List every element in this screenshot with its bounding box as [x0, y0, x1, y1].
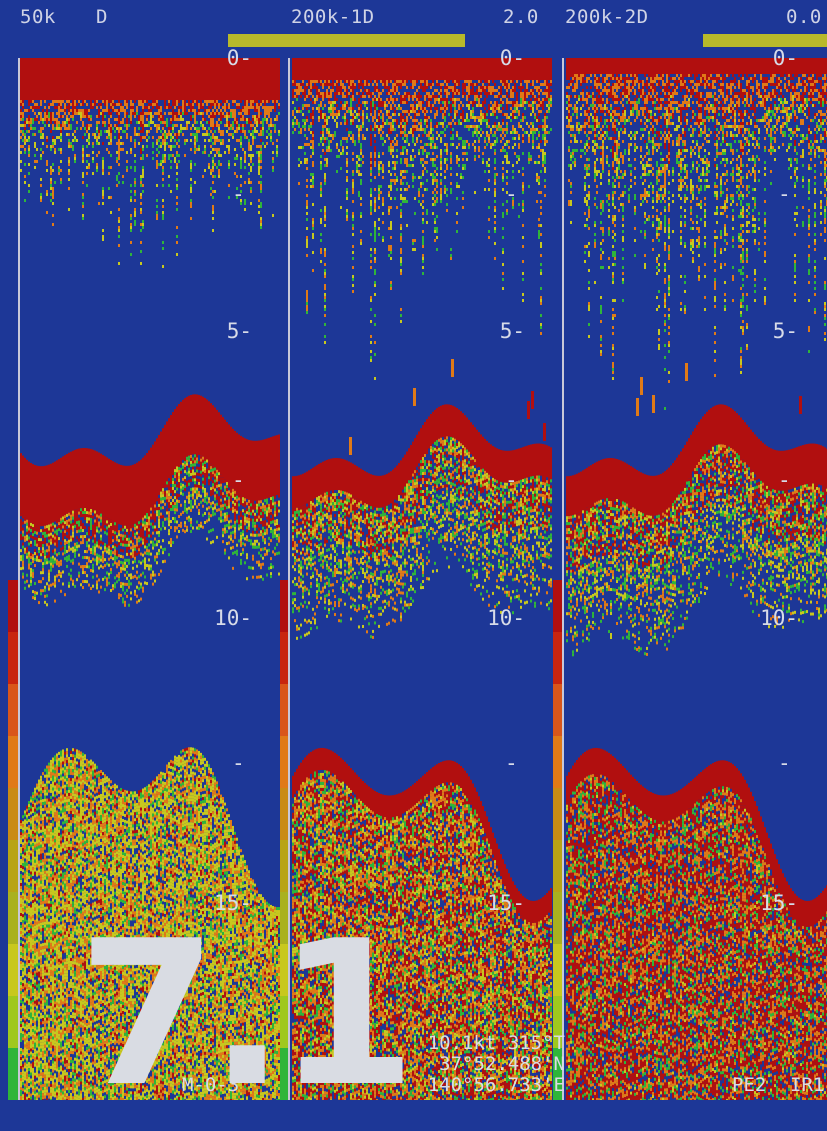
- header-bar: 50k D 200k-1D 2.0 200k-2D 0.0: [0, 0, 827, 58]
- depth-label: 15-: [746, 891, 798, 915]
- depth-minor-tick: -: [232, 468, 245, 492]
- depth-label: 0-: [473, 46, 525, 70]
- depth-label: 5-: [200, 319, 252, 343]
- color-scale-segment: [8, 1048, 18, 1100]
- depth-label: 10-: [746, 606, 798, 630]
- ch2-label: 200k-1D: [291, 6, 375, 28]
- depth-readout: 7.1: [78, 930, 408, 1100]
- panel-separator-2: [562, 58, 564, 1100]
- ch2-gain-bar[interactable]: [228, 34, 465, 47]
- depth-minor-tick: -: [505, 468, 518, 492]
- color-scale-segment: [8, 892, 18, 944]
- depth-label: 10-: [473, 606, 525, 630]
- depth-minor-tick: -: [232, 751, 245, 775]
- pe-indicator: PE2: [732, 1074, 766, 1096]
- longitude: 140°56.733'E: [428, 1074, 565, 1096]
- depth-minor-tick: -: [778, 751, 791, 775]
- panel-left-edge: [18, 58, 20, 1100]
- color-scale-segment: [8, 944, 18, 996]
- latitude: 37°52.488'N: [439, 1053, 565, 1075]
- color-scale-segment: [8, 632, 18, 684]
- depth-label: 0-: [746, 46, 798, 70]
- echogram-panel-200k-2: [566, 58, 827, 1100]
- color-scale-segment: [8, 996, 18, 1048]
- depth-label: 5-: [746, 319, 798, 343]
- ch3-value: 0.0: [786, 6, 822, 28]
- color-scale-left: [8, 580, 18, 1100]
- mode-readout: M-0-3: [182, 1074, 239, 1096]
- echogram-image: [566, 58, 827, 1100]
- depth-label: 10-: [200, 606, 252, 630]
- depth-label: 0-: [200, 46, 252, 70]
- color-scale-segment: [8, 788, 18, 840]
- ch2-value: 2.0: [503, 6, 539, 28]
- color-scale-segment: [8, 736, 18, 788]
- depth-minor-tick: -: [232, 182, 245, 206]
- depth-minor-tick: -: [778, 468, 791, 492]
- ch3-label: 200k-2D: [565, 6, 649, 28]
- depth-minor-tick: -: [505, 751, 518, 775]
- depth-label: 5-: [473, 319, 525, 343]
- color-scale-segment: [8, 840, 18, 892]
- color-scale-segment: [8, 580, 18, 632]
- ir-indicator: IR1: [790, 1074, 824, 1096]
- ch1-mode: D: [96, 6, 108, 28]
- depth-label: 15-: [473, 891, 525, 915]
- speed-heading: 10.1kt 315°T: [428, 1032, 565, 1054]
- depth-unit: m: [247, 1058, 257, 1077]
- depth-minor-tick: -: [505, 182, 518, 206]
- color-scale-segment: [8, 684, 18, 736]
- depth-minor-tick: -: [778, 182, 791, 206]
- ch1-frequency: 50k: [20, 6, 56, 28]
